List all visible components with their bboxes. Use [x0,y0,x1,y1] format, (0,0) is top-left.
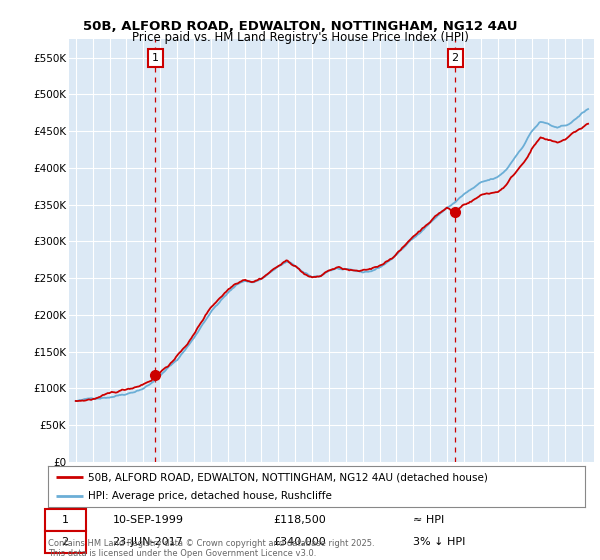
FancyBboxPatch shape [46,509,86,531]
Text: 1: 1 [152,53,159,63]
Text: £118,500: £118,500 [274,515,326,525]
Text: HPI: Average price, detached house, Rushcliffe: HPI: Average price, detached house, Rush… [88,491,332,501]
Text: 50B, ALFORD ROAD, EDWALTON, NOTTINGHAM, NG12 4AU (detached house): 50B, ALFORD ROAD, EDWALTON, NOTTINGHAM, … [88,473,488,482]
Text: £340,000: £340,000 [274,538,326,547]
Text: 1: 1 [62,515,68,525]
Text: Contains HM Land Registry data © Crown copyright and database right 2025.
This d: Contains HM Land Registry data © Crown c… [48,539,374,558]
Text: 50B, ALFORD ROAD, EDWALTON, NOTTINGHAM, NG12 4AU: 50B, ALFORD ROAD, EDWALTON, NOTTINGHAM, … [83,20,517,32]
Text: 2: 2 [62,538,69,547]
FancyBboxPatch shape [46,531,86,553]
Text: 10-SEP-1999: 10-SEP-1999 [112,515,184,525]
Text: ≈ HPI: ≈ HPI [413,515,445,525]
Text: Price paid vs. HM Land Registry's House Price Index (HPI): Price paid vs. HM Land Registry's House … [131,31,469,44]
Text: 3% ↓ HPI: 3% ↓ HPI [413,538,466,547]
Text: 23-JUN-2017: 23-JUN-2017 [112,538,183,547]
Text: 2: 2 [452,53,458,63]
